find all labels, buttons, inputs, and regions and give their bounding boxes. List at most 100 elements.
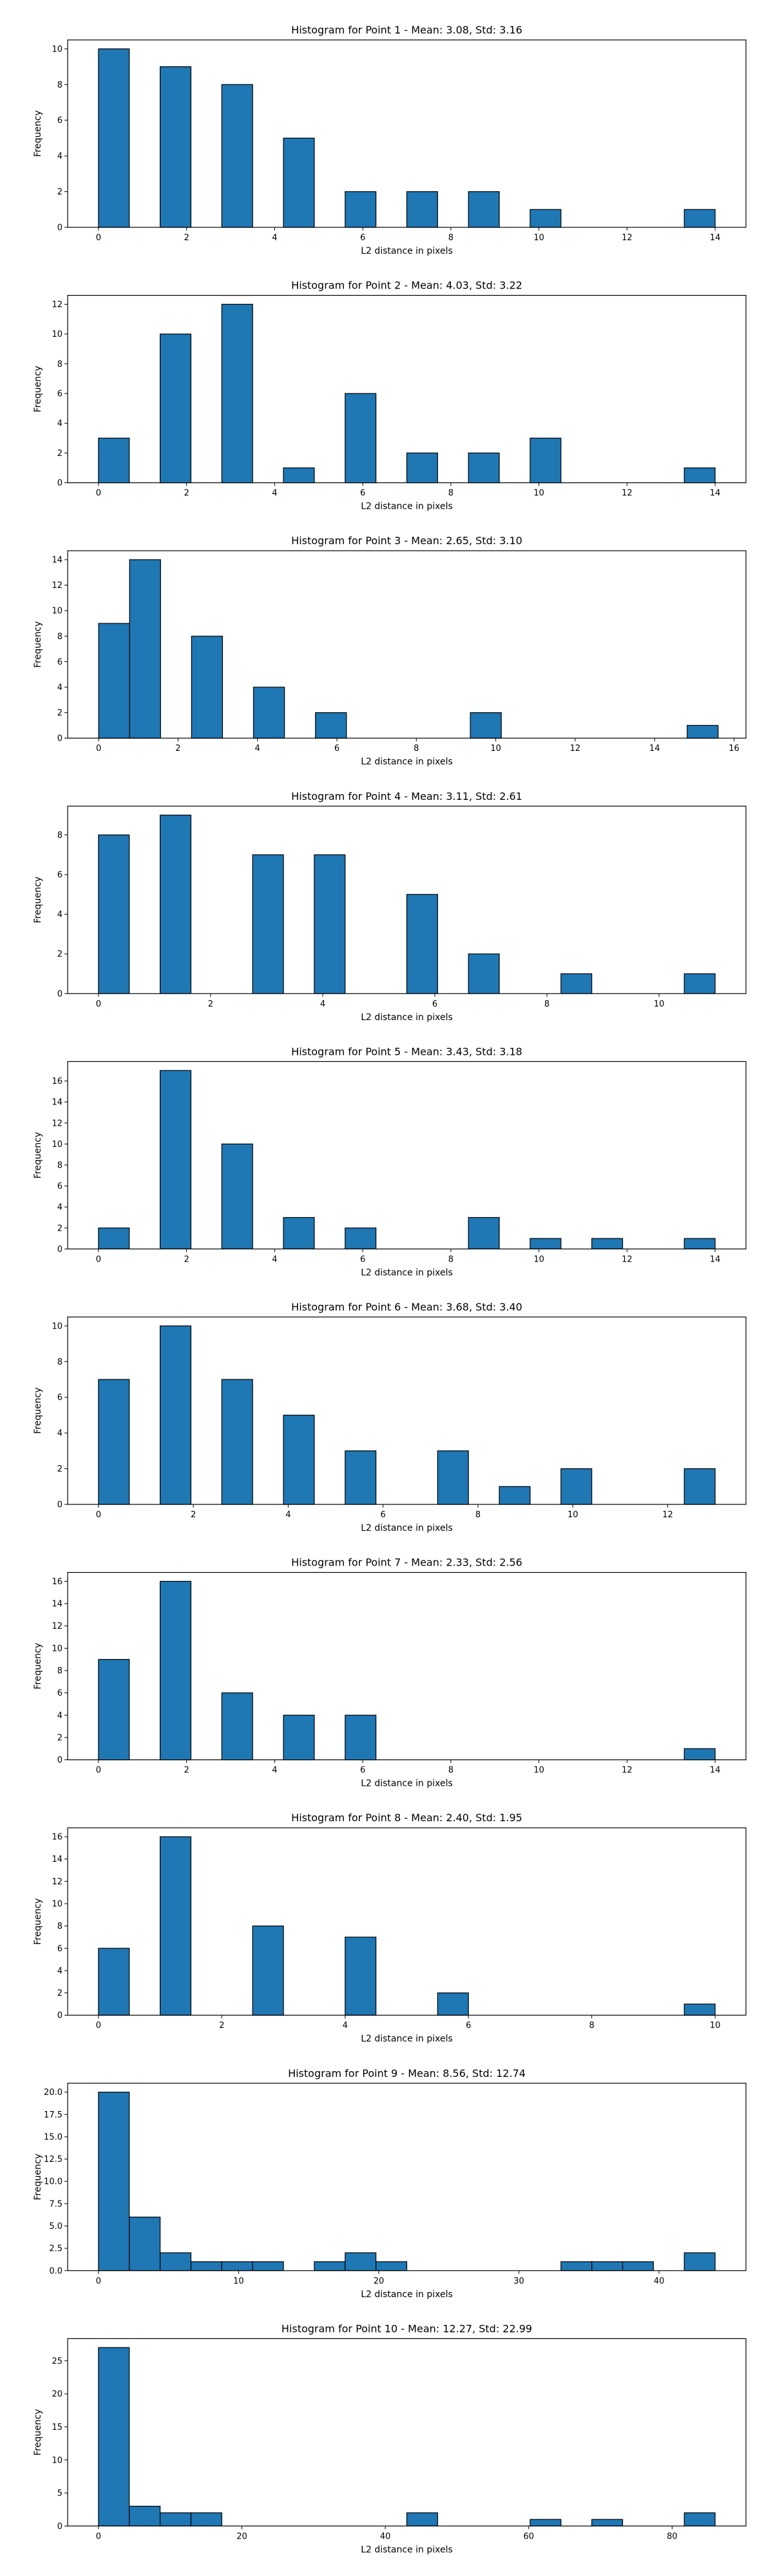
histogram-bar [591, 1238, 624, 1250]
histogram-bar [530, 437, 562, 484]
histogram-bar [283, 137, 315, 228]
y-tick-label: 2 [57, 1733, 62, 1743]
y-tick-label: 6 [57, 1393, 62, 1403]
x-tick-label: 12 [622, 1255, 633, 1264]
histogram-bar [221, 2261, 253, 2271]
chart-panel-2: Histogram for Point 2 - Mean: 4.03, Std:… [33, 279, 747, 512]
y-tick-label: 2 [57, 187, 62, 197]
x-tick-label: 14 [710, 1255, 721, 1264]
y-tick-label: 0 [57, 1756, 62, 1765]
x-axis-label: L2 distance in pixels [361, 1267, 453, 1278]
histogram-bar [159, 1325, 192, 1505]
y-axis-label: Frequency [33, 1899, 43, 1945]
chart-panel-3: Histogram for Point 3 - Mean: 2.65, Std:… [33, 535, 747, 767]
histogram-bar [98, 623, 130, 739]
histogram-bar [345, 393, 377, 484]
x-tick-label: 20 [374, 2277, 385, 2286]
histogram-bar [98, 48, 130, 228]
x-tick-label: 14 [710, 233, 721, 243]
y-tick-label: 0 [57, 1501, 62, 1510]
y-tick-label: 4 [57, 1203, 62, 1213]
chart-title: Histogram for Point 2 - Mean: 4.03, Std:… [291, 279, 522, 292]
histogram-bar [683, 1468, 716, 1505]
histogram-bar [591, 2519, 624, 2527]
y-tick-label: 8 [57, 831, 62, 840]
histogram-bar [129, 2217, 161, 2271]
x-tick-label: 10 [533, 489, 544, 498]
histogram-bar [283, 467, 315, 484]
x-tick-label: 8 [544, 999, 549, 1009]
histogram-bar [499, 1486, 531, 1505]
axes-frame [67, 2083, 747, 2271]
y-tick-label: 0 [57, 1245, 62, 1255]
histogram-bar [191, 636, 224, 739]
histogram-bar [345, 1937, 377, 2016]
y-tick-label: 0 [57, 223, 62, 233]
x-axis-label: L2 distance in pixels [361, 1012, 453, 1023]
histogram-bar [470, 712, 502, 739]
y-tick-label: 4 [57, 1966, 62, 1976]
x-tick-label: 12 [622, 1766, 633, 1776]
x-tick-label: 6 [334, 744, 339, 753]
y-axis-label: Frequency [33, 876, 43, 923]
histogram-bar [687, 724, 719, 739]
histogram-bar [252, 854, 284, 994]
y-tick-label: 17.5 [44, 2110, 62, 2120]
x-tick-label: 12 [622, 233, 633, 243]
x-tick-label: 6 [360, 1766, 365, 1776]
y-tick-label: 8 [57, 1922, 62, 1931]
histogram-bar [283, 1414, 315, 1505]
histogram-bar [530, 2519, 562, 2527]
x-tick-label: 6 [360, 1255, 365, 1264]
x-tick-label: 0 [96, 999, 101, 1009]
y-tick-label: 4 [57, 419, 62, 429]
y-tick-label: 6 [57, 1689, 62, 1698]
y-tick-label: 6 [57, 116, 62, 126]
histogram-bar [98, 1227, 130, 1249]
x-tick-label: 2 [184, 1255, 189, 1264]
x-axis-label: L2 distance in pixels [361, 246, 453, 256]
histogram-bar [98, 1379, 130, 1505]
histogram-bar [252, 2261, 284, 2271]
y-tick-label: 8 [57, 80, 62, 90]
histogram-bar [683, 1238, 716, 1250]
x-tick-label: 10 [710, 2021, 721, 2031]
x-tick-label: 6 [360, 233, 365, 243]
y-tick-label: 10.0 [44, 2177, 62, 2187]
x-axis-label: L2 distance in pixels [361, 1779, 453, 1789]
x-tick-label: 0 [96, 233, 101, 243]
histogram-bar [468, 953, 500, 994]
x-tick-label: 80 [667, 2532, 678, 2541]
y-tick-label: 16 [52, 1077, 62, 1086]
histogram-bar [221, 1143, 253, 1249]
x-tick-label: 4 [285, 1510, 291, 1520]
x-tick-label: 2 [208, 999, 213, 1009]
histogram-bar [437, 1992, 469, 2016]
histogram-bar [406, 452, 438, 484]
y-tick-label: 0 [57, 478, 62, 488]
x-tick-label: 60 [523, 2532, 534, 2541]
histogram-bar [283, 1714, 315, 1761]
y-tick-label: 0 [57, 2011, 62, 2021]
histogram-bar [622, 2261, 654, 2271]
x-tick-label: 2 [219, 2021, 224, 2031]
y-tick-label: 4 [57, 1711, 62, 1721]
histogram-bar [252, 1926, 284, 2016]
y-axis-label: Frequency [33, 1643, 43, 1689]
histogram-bar [345, 2252, 377, 2271]
histogram-bar [530, 1238, 562, 1250]
y-tick-label: 12.5 [44, 2155, 62, 2164]
axes-frame [67, 1316, 747, 1505]
x-tick-label: 8 [414, 744, 419, 753]
histogram-bar [283, 1217, 315, 1249]
histogram-bar [406, 2512, 438, 2526]
chart-title: Histogram for Point 3 - Mean: 2.65, Std:… [291, 535, 522, 547]
y-tick-label: 2 [57, 708, 62, 718]
histogram-bar [98, 437, 130, 484]
x-tick-label: 6 [381, 1510, 386, 1520]
x-tick-label: 4 [272, 1766, 277, 1776]
x-tick-label: 2 [191, 1510, 196, 1520]
y-tick-label: 8 [57, 1358, 62, 1367]
x-tick-label: 2 [175, 744, 180, 753]
x-tick-label: 8 [448, 1255, 453, 1264]
